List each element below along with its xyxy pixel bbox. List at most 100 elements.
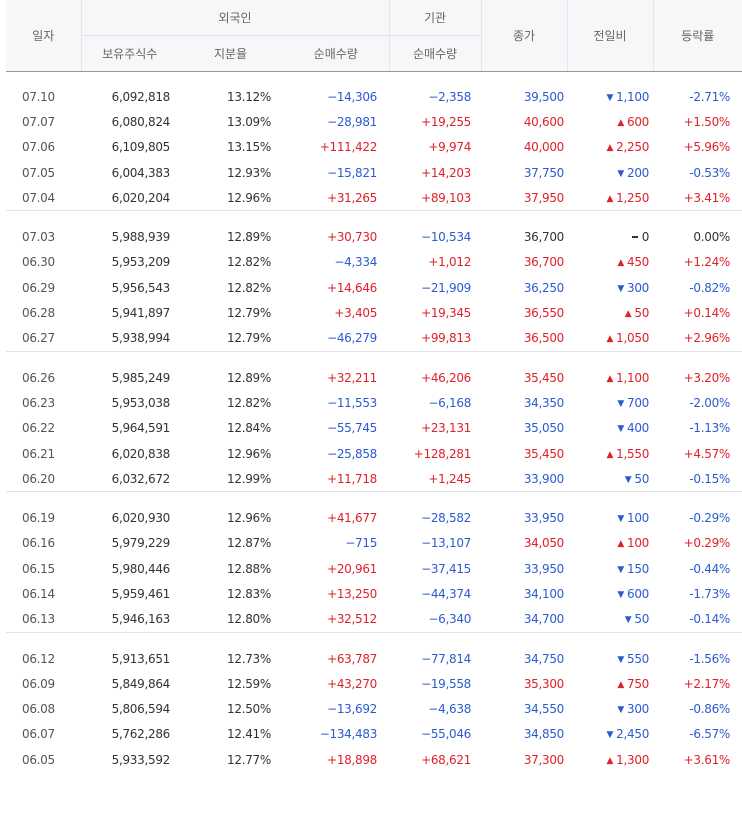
- change-value: 50: [634, 612, 650, 627]
- foreign-net-cell: −13,692: [327, 702, 378, 717]
- date-cell: 07.05: [22, 165, 55, 180]
- rate-cell: -6.57%: [689, 727, 731, 742]
- foreign-net-cell: +20,961: [327, 561, 378, 576]
- separator-cell: [6, 72, 742, 85]
- date-cell: 06.30: [22, 255, 55, 270]
- rate-cell: -1.13%: [689, 421, 731, 436]
- date-cell: 06.14: [22, 586, 55, 601]
- table-row: 07.04 6,020,204 12.96% +31,265 +89,103 37,950…: [6, 185, 742, 211]
- close-cell: 40,000: [523, 140, 565, 155]
- holdings-cell: 5,938,994: [111, 331, 171, 346]
- header-foreign: 외국인: [80, 0, 390, 36]
- ratio-cell: 12.87%: [227, 536, 271, 551]
- inst-net-cell: −6,168: [428, 395, 472, 410]
- rate-cell: +3.61%: [683, 752, 731, 767]
- change-value: 300: [627, 702, 650, 717]
- rate-cell: -0.15%: [689, 471, 731, 486]
- inst-net-cell: −2,358: [428, 89, 472, 104]
- holdings-cell: 6,092,818: [111, 89, 171, 104]
- down-triangle-icon: ▼: [617, 705, 625, 716]
- change-cell: ▲ 600: [567, 109, 653, 134]
- close-cell: 35,450: [523, 370, 565, 385]
- change-value: 150: [627, 561, 650, 576]
- date-cell: 06.09: [22, 676, 55, 691]
- ratio-cell: 12.79%: [227, 306, 271, 321]
- date-cell: 06.29: [22, 280, 55, 295]
- change-value: 1,050: [616, 331, 650, 346]
- change-cell: ▲ 1,300: [567, 747, 653, 772]
- table-row: 07.10 6,092,818 13.12% −14,306 −2,358 39,500 ▼…: [6, 84, 742, 109]
- change-cell: ▼ 50: [567, 607, 653, 633]
- inst-net-cell: −6,340: [428, 612, 472, 627]
- header-change: 전일비: [566, 0, 654, 72]
- date-cell: 06.16: [22, 536, 55, 551]
- close-cell: 39,500: [523, 89, 565, 104]
- table-row: 07.03 5,988,939 12.89% +30,730 −10,534 36,700…: [6, 224, 742, 249]
- date-cell: 07.06: [22, 140, 55, 155]
- table-row: 06.30 5,953,209 12.82% −4,334 +1,012 36,700 ▲ 4…: [6, 250, 742, 275]
- inst-net-cell: −44,374: [421, 586, 472, 601]
- close-cell: 33,950: [523, 561, 565, 576]
- inst-net-cell: −28,582: [421, 511, 472, 526]
- ratio-cell: 12.84%: [227, 421, 271, 436]
- inst-net-cell: −55,046: [421, 727, 472, 742]
- foreign-net-cell: −134,483: [319, 727, 378, 742]
- close-cell: 34,850: [523, 727, 565, 742]
- inst-net-cell: +23,131: [421, 421, 472, 436]
- change-cell: 0: [567, 224, 653, 249]
- rate-cell: -0.82%: [689, 280, 731, 295]
- down-triangle-icon: ▼: [617, 514, 625, 525]
- change-cell: ▲ 100: [567, 531, 653, 556]
- foreign-net-cell: −715: [345, 536, 378, 551]
- rate-cell: -1.56%: [689, 651, 731, 666]
- change-value: 1,550: [616, 446, 650, 461]
- ratio-cell: 12.83%: [227, 586, 271, 601]
- foreign-net-cell: +32,512: [327, 612, 378, 627]
- holdings-cell: 6,020,838: [111, 446, 171, 461]
- change-cell: ▲ 2,250: [567, 135, 653, 160]
- change-value: 750: [627, 676, 650, 691]
- foreign-net-cell: −11,553: [327, 395, 378, 410]
- close-cell: 37,300: [523, 752, 565, 767]
- rate-cell: -2.71%: [689, 89, 731, 104]
- close-cell: 36,250: [523, 280, 565, 295]
- change-cell: ▼ 300: [567, 697, 653, 722]
- inst-net-cell: −19,558: [421, 676, 472, 691]
- change-cell: ▼ 100: [567, 505, 653, 530]
- ratio-cell: 12.82%: [227, 255, 271, 270]
- inst-net-cell: +68,621: [421, 752, 472, 767]
- holdings-cell: 6,080,824: [111, 114, 171, 129]
- table-row: 07.06 6,109,805 13.15% +111,422 +9,974 40,000…: [6, 135, 742, 160]
- foreign-net-cell: −15,821: [327, 165, 378, 180]
- separator-cell: [6, 631, 742, 646]
- up-triangle-icon: ▲: [617, 258, 625, 269]
- table-row: 06.28 5,941,897 12.79% +3,405 +19,345 36,550 ▲…: [6, 300, 742, 325]
- change-value: 200: [627, 165, 650, 180]
- table-row: 06.29 5,956,543 12.82% +14,646 −21,909 36,250…: [6, 275, 742, 300]
- date-cell: 06.28: [22, 306, 55, 321]
- rate-cell: +3.41%: [683, 190, 731, 205]
- date-cell: 06.22: [22, 421, 55, 436]
- change-value: 600: [627, 114, 650, 129]
- table-row: 06.14 5,959,461 12.83% +13,250 −44,374 34,100…: [6, 581, 742, 606]
- table-header: 일자 외국인 기관 종가 전일비 등락률 보유주식수 지분율 순매수량 순매수량: [6, 0, 742, 72]
- change-cell: ▼ 600: [567, 581, 653, 606]
- change-value: 700: [627, 395, 650, 410]
- holdings-cell: 6,020,930: [111, 511, 171, 526]
- inst-net-cell: +1,012: [428, 255, 472, 270]
- date-cell: 06.26: [22, 370, 55, 385]
- ratio-cell: 12.80%: [227, 612, 271, 627]
- foreign-net-cell: +30,730: [327, 230, 378, 245]
- date-cell: 06.12: [22, 651, 55, 666]
- close-cell: 36,550: [523, 306, 565, 321]
- close-cell: 34,750: [523, 651, 565, 666]
- inst-net-cell: +99,813: [421, 331, 472, 346]
- table-row: 06.26 5,985,249 12.89% +32,211 +46,206 35,450…: [6, 365, 742, 390]
- rate-cell: +1.50%: [683, 114, 731, 129]
- foreign-net-cell: −46,279: [327, 331, 378, 346]
- change-cell: ▲ 1,250: [567, 185, 653, 211]
- date-cell: 07.07: [22, 114, 55, 129]
- holdings-cell: 5,956,543: [111, 280, 171, 295]
- close-cell: 35,300: [523, 676, 565, 691]
